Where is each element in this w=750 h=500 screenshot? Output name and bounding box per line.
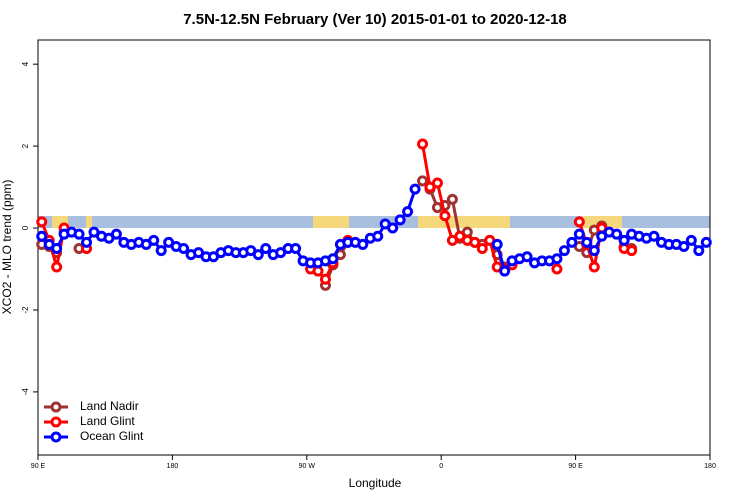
point — [155, 245, 167, 257]
x-tick-label: 180 — [167, 463, 179, 470]
x-tick-label: 90 E — [568, 463, 583, 470]
point — [439, 210, 451, 222]
point — [260, 243, 272, 255]
point — [36, 216, 48, 228]
x-tick-label: 90 E — [31, 463, 46, 470]
point — [611, 228, 623, 240]
point — [394, 214, 406, 226]
point — [51, 243, 63, 255]
x-axis-label: Longitude — [349, 476, 402, 490]
point — [431, 177, 443, 189]
legend-label: Ocean Glint — [80, 429, 144, 443]
point — [36, 230, 48, 242]
point — [148, 234, 160, 246]
point — [693, 245, 705, 257]
y-tick-label: -4 — [21, 388, 30, 396]
point — [402, 206, 414, 218]
y-tick-label: 2 — [21, 143, 30, 148]
point — [581, 236, 593, 248]
point — [417, 175, 429, 187]
land-patch — [418, 216, 510, 228]
point — [110, 228, 122, 240]
point — [372, 230, 384, 242]
chart-title: 7.5N-12.5N February (Ver 10) 2015-01-01 … — [183, 11, 567, 28]
point — [648, 230, 660, 242]
legend-label: Land Glint — [80, 414, 135, 428]
point — [566, 236, 578, 248]
point — [588, 261, 600, 273]
point — [551, 263, 563, 275]
land-patch — [86, 216, 92, 228]
point — [551, 253, 563, 265]
point — [618, 234, 630, 246]
point — [81, 236, 93, 248]
x-tick-label: 180 — [704, 463, 716, 470]
point — [387, 222, 399, 234]
land-patch — [313, 216, 349, 228]
x-tick-label: 0 — [439, 463, 443, 470]
ocean-strip — [38, 216, 710, 228]
point — [51, 261, 63, 273]
land-ocean-band — [38, 216, 710, 228]
legend-label: Land Nadir — [80, 399, 139, 413]
y-tick-label: -2 — [21, 306, 30, 314]
point — [521, 251, 533, 263]
point — [446, 193, 458, 205]
point — [409, 183, 421, 195]
point — [252, 249, 264, 261]
y-tick-label: 0 — [21, 225, 30, 230]
series-line — [41, 179, 632, 286]
point — [357, 238, 369, 250]
point — [626, 245, 638, 257]
series — [36, 183, 712, 277]
legend-marker — [50, 401, 62, 413]
point — [327, 253, 339, 265]
point — [558, 245, 570, 257]
point — [290, 243, 302, 255]
point — [73, 228, 85, 240]
legend-marker — [50, 416, 62, 428]
point — [700, 236, 712, 248]
legend-marker — [50, 431, 62, 443]
point — [319, 273, 331, 285]
point — [499, 265, 511, 277]
point — [573, 216, 585, 228]
point — [417, 138, 429, 150]
y-tick-label: 4 — [21, 61, 30, 66]
point — [491, 238, 503, 250]
series — [36, 175, 638, 291]
point — [469, 236, 481, 248]
x-tick-label: 90 W — [299, 463, 316, 470]
point — [685, 234, 697, 246]
point — [476, 243, 488, 255]
point — [573, 228, 585, 240]
point — [178, 243, 190, 255]
point — [678, 240, 690, 252]
y-axis-label: XCO2 - MLO trend (ppm) — [0, 180, 14, 315]
point — [588, 245, 600, 257]
